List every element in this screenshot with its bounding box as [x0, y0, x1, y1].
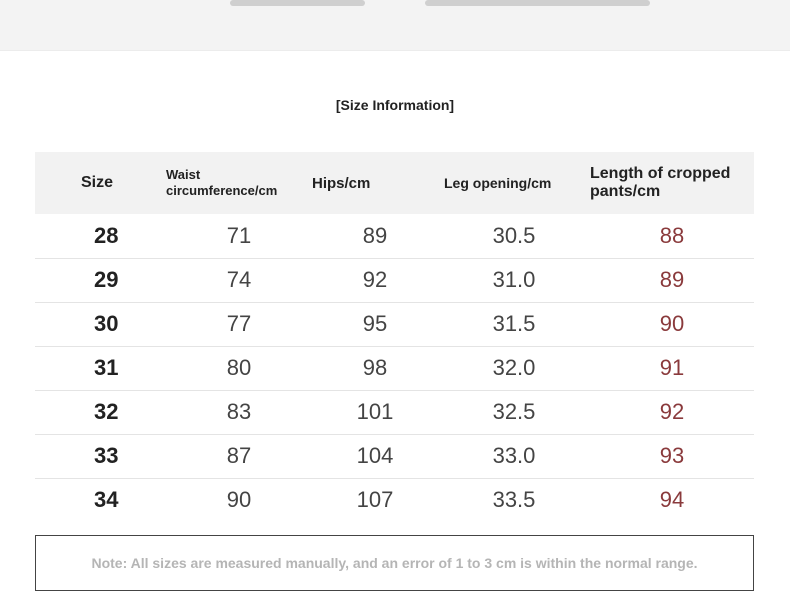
size-cell: 33	[94, 443, 119, 468]
table-row: 34 90 107 33.5 94	[35, 478, 754, 522]
table-row: 31 80 98 32.0 91	[35, 346, 754, 390]
waist-cell: 90	[226, 487, 252, 513]
length-cell: 90	[659, 311, 685, 336]
header-length: Length of cropped pants/cm	[590, 165, 731, 200]
table-row: 33 87 104 33.0 93	[35, 434, 754, 478]
header-waist: Waist circumference/cm	[166, 167, 278, 198]
waist-cell: 80	[226, 355, 252, 380]
waist-cell: 77	[226, 311, 252, 336]
table-row: 29 74 92 31.0 89	[35, 258, 754, 302]
length-cell: 88	[659, 222, 685, 248]
size-information-title: [Size Information]	[335, 97, 455, 113]
size-cell: 34	[94, 487, 119, 513]
waist-cell: 87	[226, 443, 252, 468]
length-cell: 93	[659, 443, 685, 468]
table-row: 28 71 89 30.5 88	[35, 214, 754, 258]
size-cell: 29	[94, 267, 119, 292]
table-row: 30 77 95 31.5 90	[35, 302, 754, 346]
top-banner-strip	[0, 0, 790, 51]
measurement-note-box: Note: All sizes are measured manually, a…	[35, 535, 754, 591]
header-hips: Hips/cm	[312, 174, 371, 192]
size-cell: 31	[94, 355, 119, 380]
header-size: Size	[81, 174, 114, 191]
cropped-banner-text	[425, 0, 650, 6]
leg-opening-cell: 32.5	[492, 399, 536, 424]
hips-cell: 101	[356, 399, 394, 424]
length-cell: 89	[659, 267, 685, 292]
size-chart-table: Size Waist circumference/cm Hips/cm Leg …	[35, 152, 754, 522]
leg-opening-cell: 31.5	[492, 311, 536, 336]
hips-cell: 104	[356, 443, 394, 468]
size-cell: 32	[94, 399, 119, 424]
leg-opening-cell: 33.5	[492, 487, 536, 513]
leg-opening-cell: 31.0	[492, 267, 536, 292]
length-cell: 91	[659, 355, 685, 380]
leg-opening-cell: 33.0	[492, 443, 536, 468]
length-cell: 92	[659, 399, 685, 424]
header-leg-opening: Leg opening/cm	[444, 175, 552, 191]
length-cell: 94	[659, 487, 685, 513]
size-cell: 30	[94, 311, 119, 336]
cropped-banner-text	[230, 0, 365, 6]
size-cell: 28	[94, 222, 119, 248]
table-header-row: Size Waist circumference/cm Hips/cm Leg …	[35, 152, 754, 214]
hips-cell: 107	[356, 487, 394, 513]
hips-cell: 92	[362, 267, 388, 292]
measurement-note: Note: All sizes are measured manually, a…	[91, 555, 698, 571]
hips-cell: 98	[362, 355, 388, 380]
leg-opening-cell: 32.0	[492, 355, 536, 380]
waist-cell: 83	[226, 399, 252, 424]
hips-cell: 95	[362, 311, 388, 336]
leg-opening-cell: 30.5	[492, 222, 536, 248]
waist-cell: 71	[226, 222, 252, 248]
waist-cell: 74	[226, 267, 252, 292]
hips-cell: 89	[362, 222, 388, 248]
table-row: 32 83 101 32.5 92	[35, 390, 754, 434]
